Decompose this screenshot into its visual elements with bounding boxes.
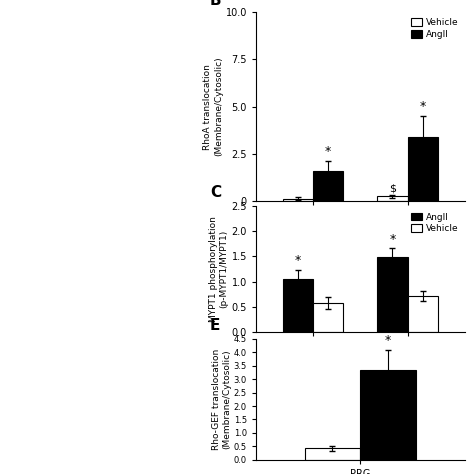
Text: B: B bbox=[210, 0, 222, 8]
Text: E: E bbox=[210, 318, 220, 333]
Bar bbox=[283, 199, 313, 201]
Bar bbox=[377, 196, 408, 201]
Text: *: * bbox=[419, 100, 426, 113]
Legend: AngII, Vehicle: AngII, Vehicle bbox=[410, 211, 460, 235]
Y-axis label: Rho-GEF translocation
(Membrane/Cytosolic): Rho-GEF translocation (Membrane/Cytosoli… bbox=[211, 349, 231, 450]
Text: *: * bbox=[385, 334, 391, 347]
Text: $: $ bbox=[389, 183, 396, 193]
Y-axis label: MYPT1 phosphorylation
(p-MYPT1/MYPT1): MYPT1 phosphorylation (p-MYPT1/MYPT1) bbox=[209, 216, 228, 322]
Bar bbox=[408, 137, 438, 201]
Text: *: * bbox=[294, 255, 301, 267]
Bar bbox=[313, 303, 343, 332]
Bar bbox=[283, 279, 313, 332]
Text: *: * bbox=[389, 233, 396, 246]
Bar bbox=[360, 370, 416, 460]
Text: C: C bbox=[210, 185, 221, 200]
Y-axis label: RhoA translocation
(Membrane/Cytosolic): RhoA translocation (Membrane/Cytosolic) bbox=[203, 57, 223, 156]
Text: *: * bbox=[325, 145, 331, 158]
Bar bbox=[377, 257, 408, 332]
Bar bbox=[408, 296, 438, 332]
Bar bbox=[313, 171, 343, 201]
Legend: Vehicle, AngII: Vehicle, AngII bbox=[410, 17, 460, 41]
Bar bbox=[305, 448, 360, 460]
